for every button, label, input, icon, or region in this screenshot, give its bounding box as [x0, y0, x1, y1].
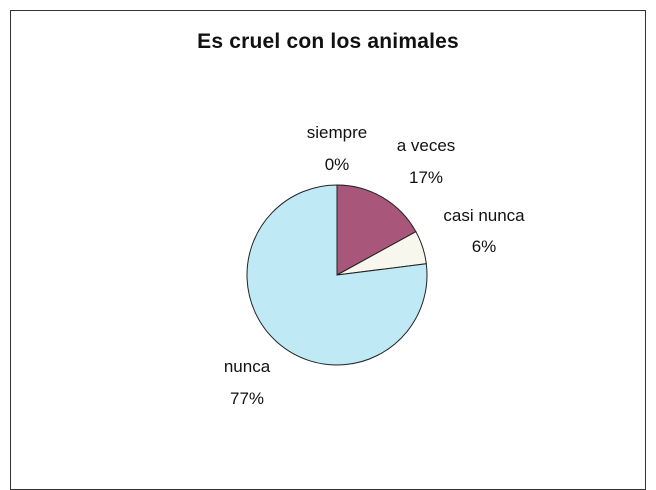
pie-labels: siempre 0% a veces 17%casi nunca 6% nunca 77%: [224, 123, 525, 408]
slice-label-casi-nunca: casi nunca: [443, 206, 525, 225]
slice-label-a-veces: a veces: [397, 136, 456, 155]
slice-label-nunca: nunca: [224, 357, 271, 376]
chart-title: Es cruel con los animales: [197, 30, 459, 53]
slice-percent-a-veces: 17%: [409, 168, 443, 187]
pie-slice-a-veces: [336, 184, 417, 276]
slice-percent-siempre: 0%: [325, 155, 350, 174]
slice-percent-nunca: 77%: [230, 389, 264, 408]
pie-slices: [246, 184, 428, 366]
pie-chart: siempre 0% a veces 17%casi nunca 6% nunca 77%: [224, 123, 525, 408]
pie-slice-nunca: [246, 184, 428, 366]
slice-label-siempre: siempre: [307, 123, 367, 142]
slice-percent-casi-nunca: 6%: [472, 237, 497, 256]
